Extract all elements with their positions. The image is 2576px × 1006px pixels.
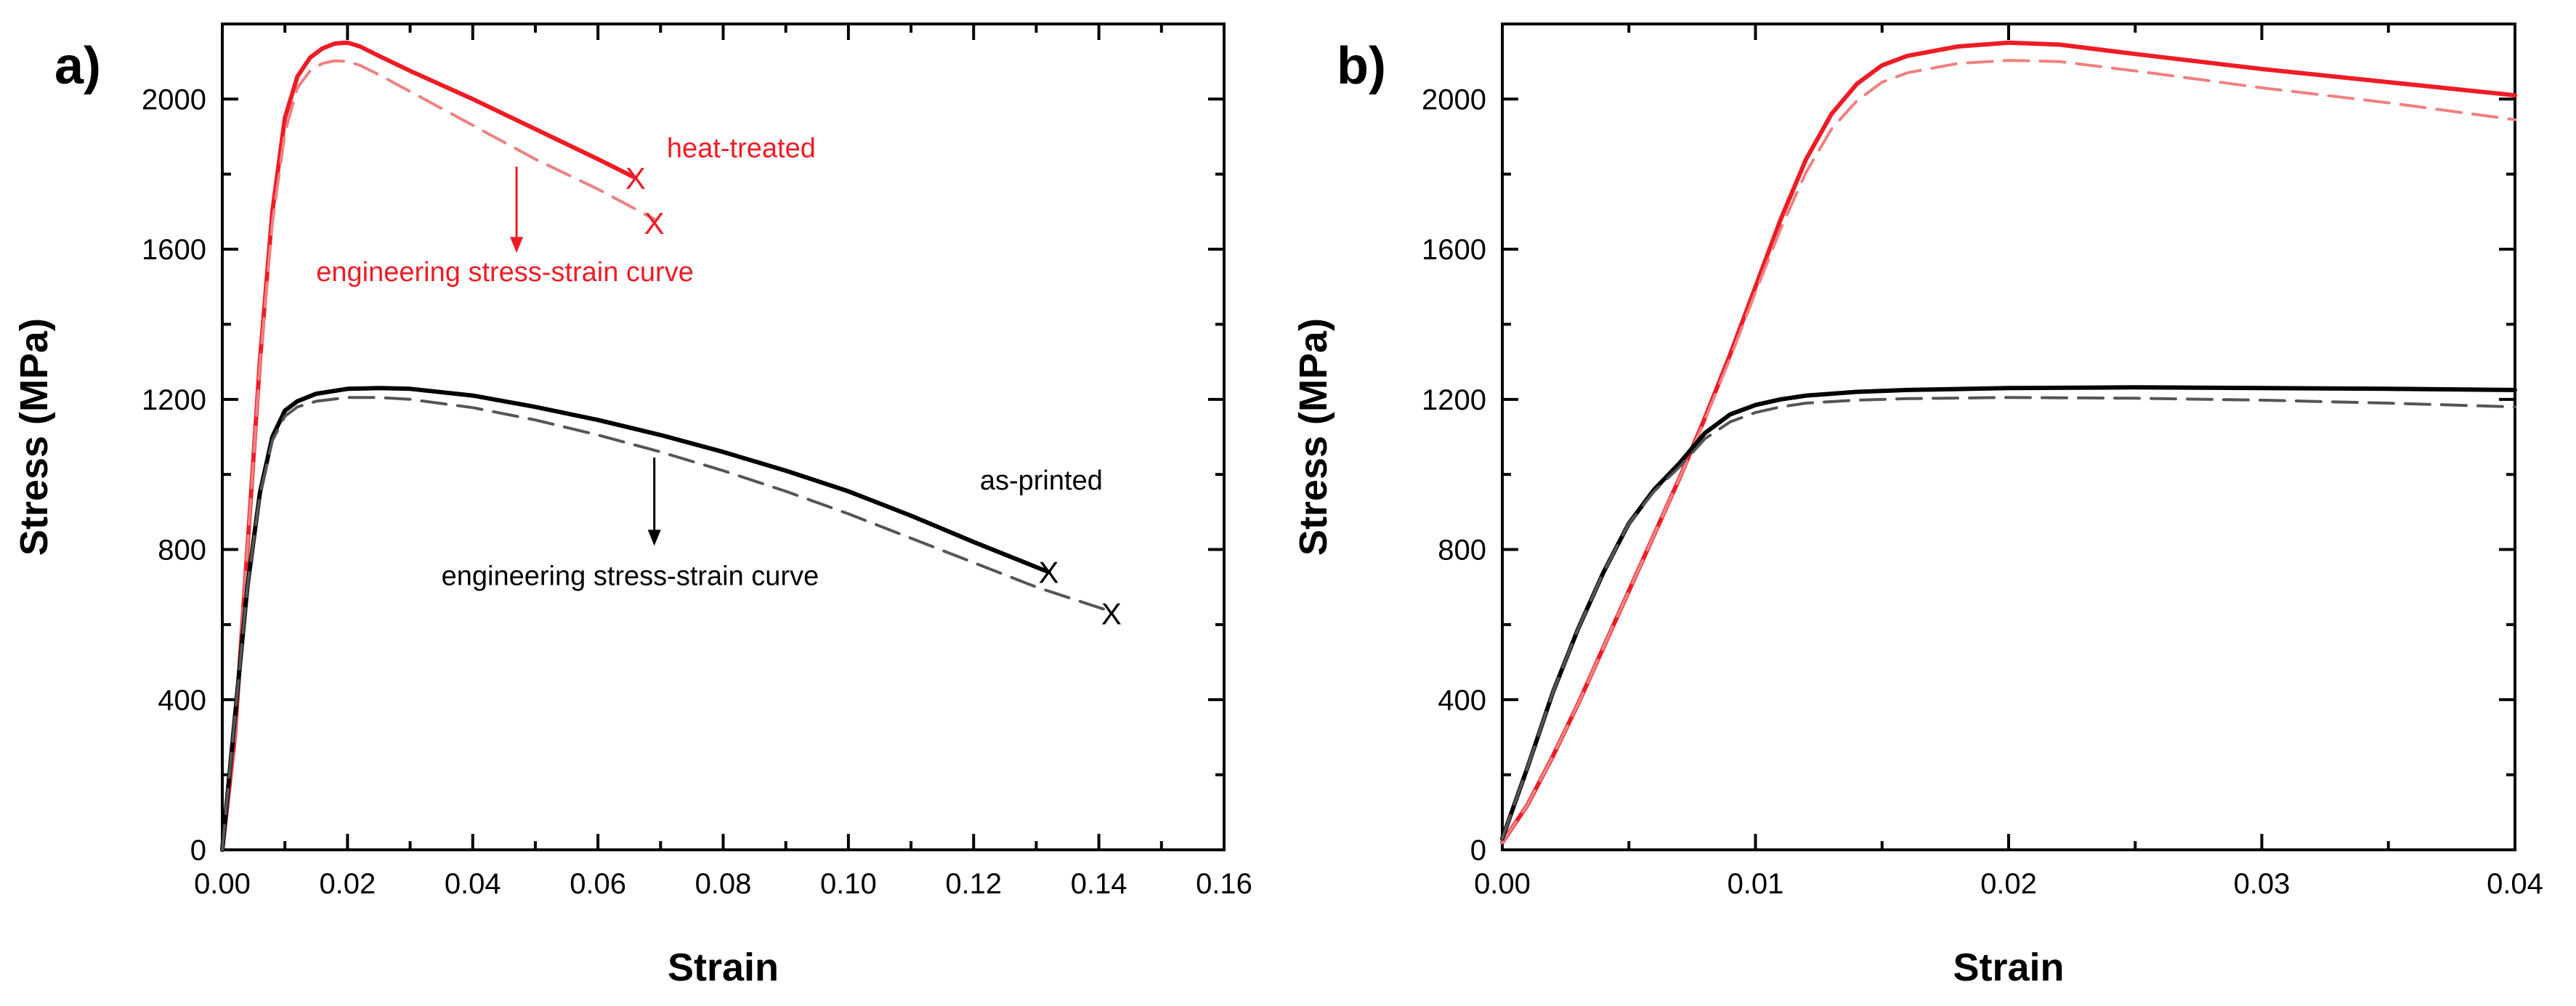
x-axis-title: Strain — [1953, 946, 2064, 989]
annotation-arrow-head — [647, 530, 661, 546]
x-tick-label: 0.12 — [945, 868, 1002, 900]
panel-label: b) — [1337, 37, 1386, 95]
x-tick-label: 0.02 — [319, 868, 376, 900]
annotation-label: engineering stress-strain curve — [316, 257, 694, 288]
panel-label: a) — [54, 37, 101, 95]
plot-frame — [1501, 23, 2516, 851]
annotation-label: heat-treated — [667, 133, 816, 163]
x-tick-label: 0.10 — [820, 868, 877, 900]
panel-b-chart: 0.00 0.01 0.02 0.03 0.04 0 400 800 1200 1600 2000 S… — [1292, 23, 2543, 989]
y-tick-label: 1600 — [1422, 234, 1486, 266]
series-line-0 — [1500, 40, 2517, 845]
y-axis-title: Stress (MPa) — [12, 318, 56, 556]
series-line-1 — [221, 59, 656, 851]
x-tick-label: 0.00 — [194, 868, 251, 900]
x-axis-title: Strain — [668, 946, 779, 989]
x-tick-label: 0.03 — [2234, 868, 2291, 900]
y-tick-label: 0 — [190, 835, 206, 867]
x-tick-label: 0.02 — [1980, 868, 2037, 900]
fracture-marker: X — [644, 206, 665, 240]
series-line-1 — [1501, 59, 2516, 844]
x-tick-label: 0.00 — [1474, 868, 1531, 900]
x-tick-label: 0.04 — [445, 868, 501, 900]
fracture-marker: X — [1101, 596, 1122, 630]
y-tick-label: 0 — [1470, 835, 1486, 867]
y-tick-label: 2000 — [1422, 84, 1486, 115]
y-tick-label: 1200 — [1422, 384, 1486, 416]
x-tick-label: 0.04 — [2487, 868, 2543, 900]
fracture-marker: X — [1039, 556, 1059, 590]
series-line-0 — [220, 40, 638, 852]
x-tick-label: 0.06 — [570, 868, 626, 900]
y-tick-label: 1600 — [142, 234, 206, 266]
y-tick-label: 800 — [158, 535, 206, 567]
series-line-2 — [220, 386, 1051, 852]
series-line-3 — [221, 396, 1107, 851]
annotation-label: engineering stress-strain curve — [442, 561, 819, 592]
y-tick-label: 1200 — [142, 384, 206, 416]
y-tick-label: 400 — [158, 684, 206, 716]
series-line-3 — [1501, 396, 2516, 840]
panel-a-chart: 0.00 0.02 0.04 0.06 0.08 0.10 0.12 0.14 0.16 0 400… — [12, 23, 1252, 989]
annotation-arrow-head — [510, 237, 524, 253]
x-tick-label: 0.14 — [1071, 868, 1127, 900]
y-tick-label: 800 — [1438, 535, 1486, 567]
x-tick-label: 0.01 — [1728, 868, 1784, 900]
x-tick-label: 0.16 — [1196, 868, 1252, 900]
y-tick-label: 400 — [1438, 684, 1486, 716]
series-line-2 — [1500, 385, 2517, 841]
x-tick-label: 0.08 — [695, 868, 752, 900]
y-tick-label: 2000 — [142, 84, 206, 115]
fracture-marker: X — [625, 161, 646, 195]
annotation-label: as-printed — [980, 466, 1103, 496]
y-axis-title: Stress (MPa) — [1292, 318, 1335, 556]
